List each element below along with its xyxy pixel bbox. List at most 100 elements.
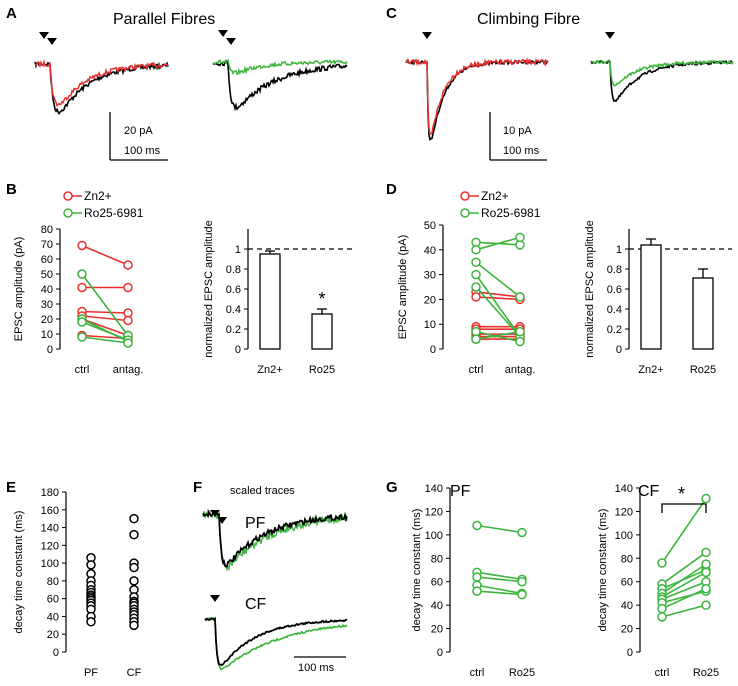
data-point (77, 269, 87, 279)
panel-label-a: A (6, 5, 17, 22)
pair-line (475, 330, 521, 340)
pair-line (661, 604, 707, 618)
pair-line (476, 584, 523, 595)
y-tick-label: 0 (616, 344, 622, 356)
trace-path (212, 59, 348, 76)
legend-ro-label: Ro25-6981 (481, 206, 541, 220)
trace-path (204, 616, 348, 667)
data-point (129, 529, 139, 540)
y-tick-label: 50 (41, 269, 53, 281)
y-tick-label: 10 (424, 319, 436, 331)
title-g-cf: CF (638, 483, 660, 500)
scale-label-ms: 100 ms (503, 145, 540, 157)
trace-cf-zn (405, 57, 549, 136)
pair-line (475, 296, 521, 301)
data-point (471, 282, 481, 292)
data-point (515, 232, 525, 243)
trace-f-pf-ctrl (202, 509, 348, 568)
y-tick-label: 60 (47, 594, 59, 606)
x-tick-label: PF (84, 667, 98, 679)
data-point (701, 567, 711, 578)
pair-line (475, 274, 521, 338)
y-tick-label: 80 (47, 576, 59, 588)
y-tick-label: 1 (235, 244, 241, 256)
pair-line (661, 551, 707, 585)
pair-line (661, 580, 707, 601)
trace-path (405, 57, 549, 136)
bar (259, 253, 281, 350)
y-tick-label: 0.6 (607, 284, 622, 296)
scale-label-pa: 20 pA (124, 125, 153, 137)
x-tick-label: antag. (505, 364, 536, 376)
pair-line (661, 563, 707, 595)
pair-line (81, 318, 129, 337)
data-point (129, 562, 139, 573)
y-tick-label: 40 (47, 611, 59, 623)
y-tick-label: 80 (431, 553, 443, 565)
stim-marker-icon (218, 30, 228, 37)
pair-line (81, 273, 129, 336)
y-tick-label: 0.4 (607, 304, 622, 316)
title-parallel-fibres: Parallel Fibres (113, 11, 215, 28)
y-tick-label: 140 (41, 523, 59, 535)
y-tick-label: 160 (41, 505, 59, 517)
scale-label-pa: 10 pA (503, 125, 532, 137)
x-tick-label: Ro25 (690, 364, 716, 376)
y-tick-label: 0 (47, 344, 53, 356)
x-tick-label: Zn2+ (257, 364, 282, 376)
significance-bracket (661, 503, 707, 513)
data-point (517, 576, 527, 587)
data-point (123, 260, 133, 270)
pair-line (475, 286, 521, 338)
y-axis-label: EPSC amplitude (pA) (397, 235, 409, 340)
panel-label-c: C (386, 5, 397, 22)
y-tick-label: 0.6 (226, 284, 241, 296)
data-point (471, 269, 481, 280)
data-point (129, 513, 139, 524)
y-tick-label: 0 (627, 647, 633, 659)
x-tick-label: Ro25 (509, 667, 535, 679)
chart-d-pairs: 0 10 20 30 40 50 EPSC amplitude (pA) ctrl antag. (397, 220, 535, 376)
x-tick-label: ctrl (75, 364, 90, 376)
bar (640, 244, 662, 350)
x-tick-label: Ro25 (309, 364, 335, 376)
y-tick-label: 20 (47, 629, 59, 641)
y-axis-label: decay time constant (ms) (597, 509, 609, 632)
label-cf: CF (245, 596, 267, 613)
y-tick-label: 20 (621, 624, 633, 636)
data-point (471, 245, 481, 255)
trace-path (590, 59, 734, 87)
panel-label-e: E (6, 479, 16, 496)
y-tick-label: 40 (424, 245, 436, 257)
y-tick-label: 80 (621, 553, 633, 565)
y-axis-label: normalized EPSC amplitude (584, 220, 596, 358)
pair-line (81, 244, 129, 266)
stim-marker-icon (422, 32, 432, 39)
panel-label-g: G (386, 479, 398, 496)
data-point (515, 292, 525, 302)
y-tick-label: 20 (424, 294, 436, 306)
y-tick-label: 20 (41, 314, 53, 326)
chart-e-scatter: 0 20 40 60 80 100 120 140 160 180 decay time const… (13, 487, 142, 679)
trace-pf-zn (35, 59, 168, 108)
data-point (701, 547, 711, 558)
significance-star: * (678, 484, 685, 504)
trace-f-cf-ro25 (204, 617, 348, 671)
data-point (77, 240, 87, 251)
y-tick-label: 100 (615, 530, 633, 542)
pair-line (661, 498, 707, 564)
y-tick-label: 70 (41, 239, 53, 251)
x-tick-label: ctrl (655, 667, 670, 679)
y-tick-label: 60 (41, 254, 53, 266)
y-tick-label: 50 (424, 220, 436, 232)
y-axis-label: EPSC amplitude (pA) (13, 237, 25, 342)
legend-zn-icon (460, 191, 470, 201)
trace-f-cf-ctrl (204, 616, 348, 667)
y-tick-label: 180 (41, 487, 59, 499)
bar (692, 277, 714, 350)
legend-zn-icon (63, 191, 73, 201)
y-tick-label: 0.2 (226, 324, 241, 336)
data-point (86, 560, 96, 570)
x-tick-label: ctrl (470, 667, 485, 679)
